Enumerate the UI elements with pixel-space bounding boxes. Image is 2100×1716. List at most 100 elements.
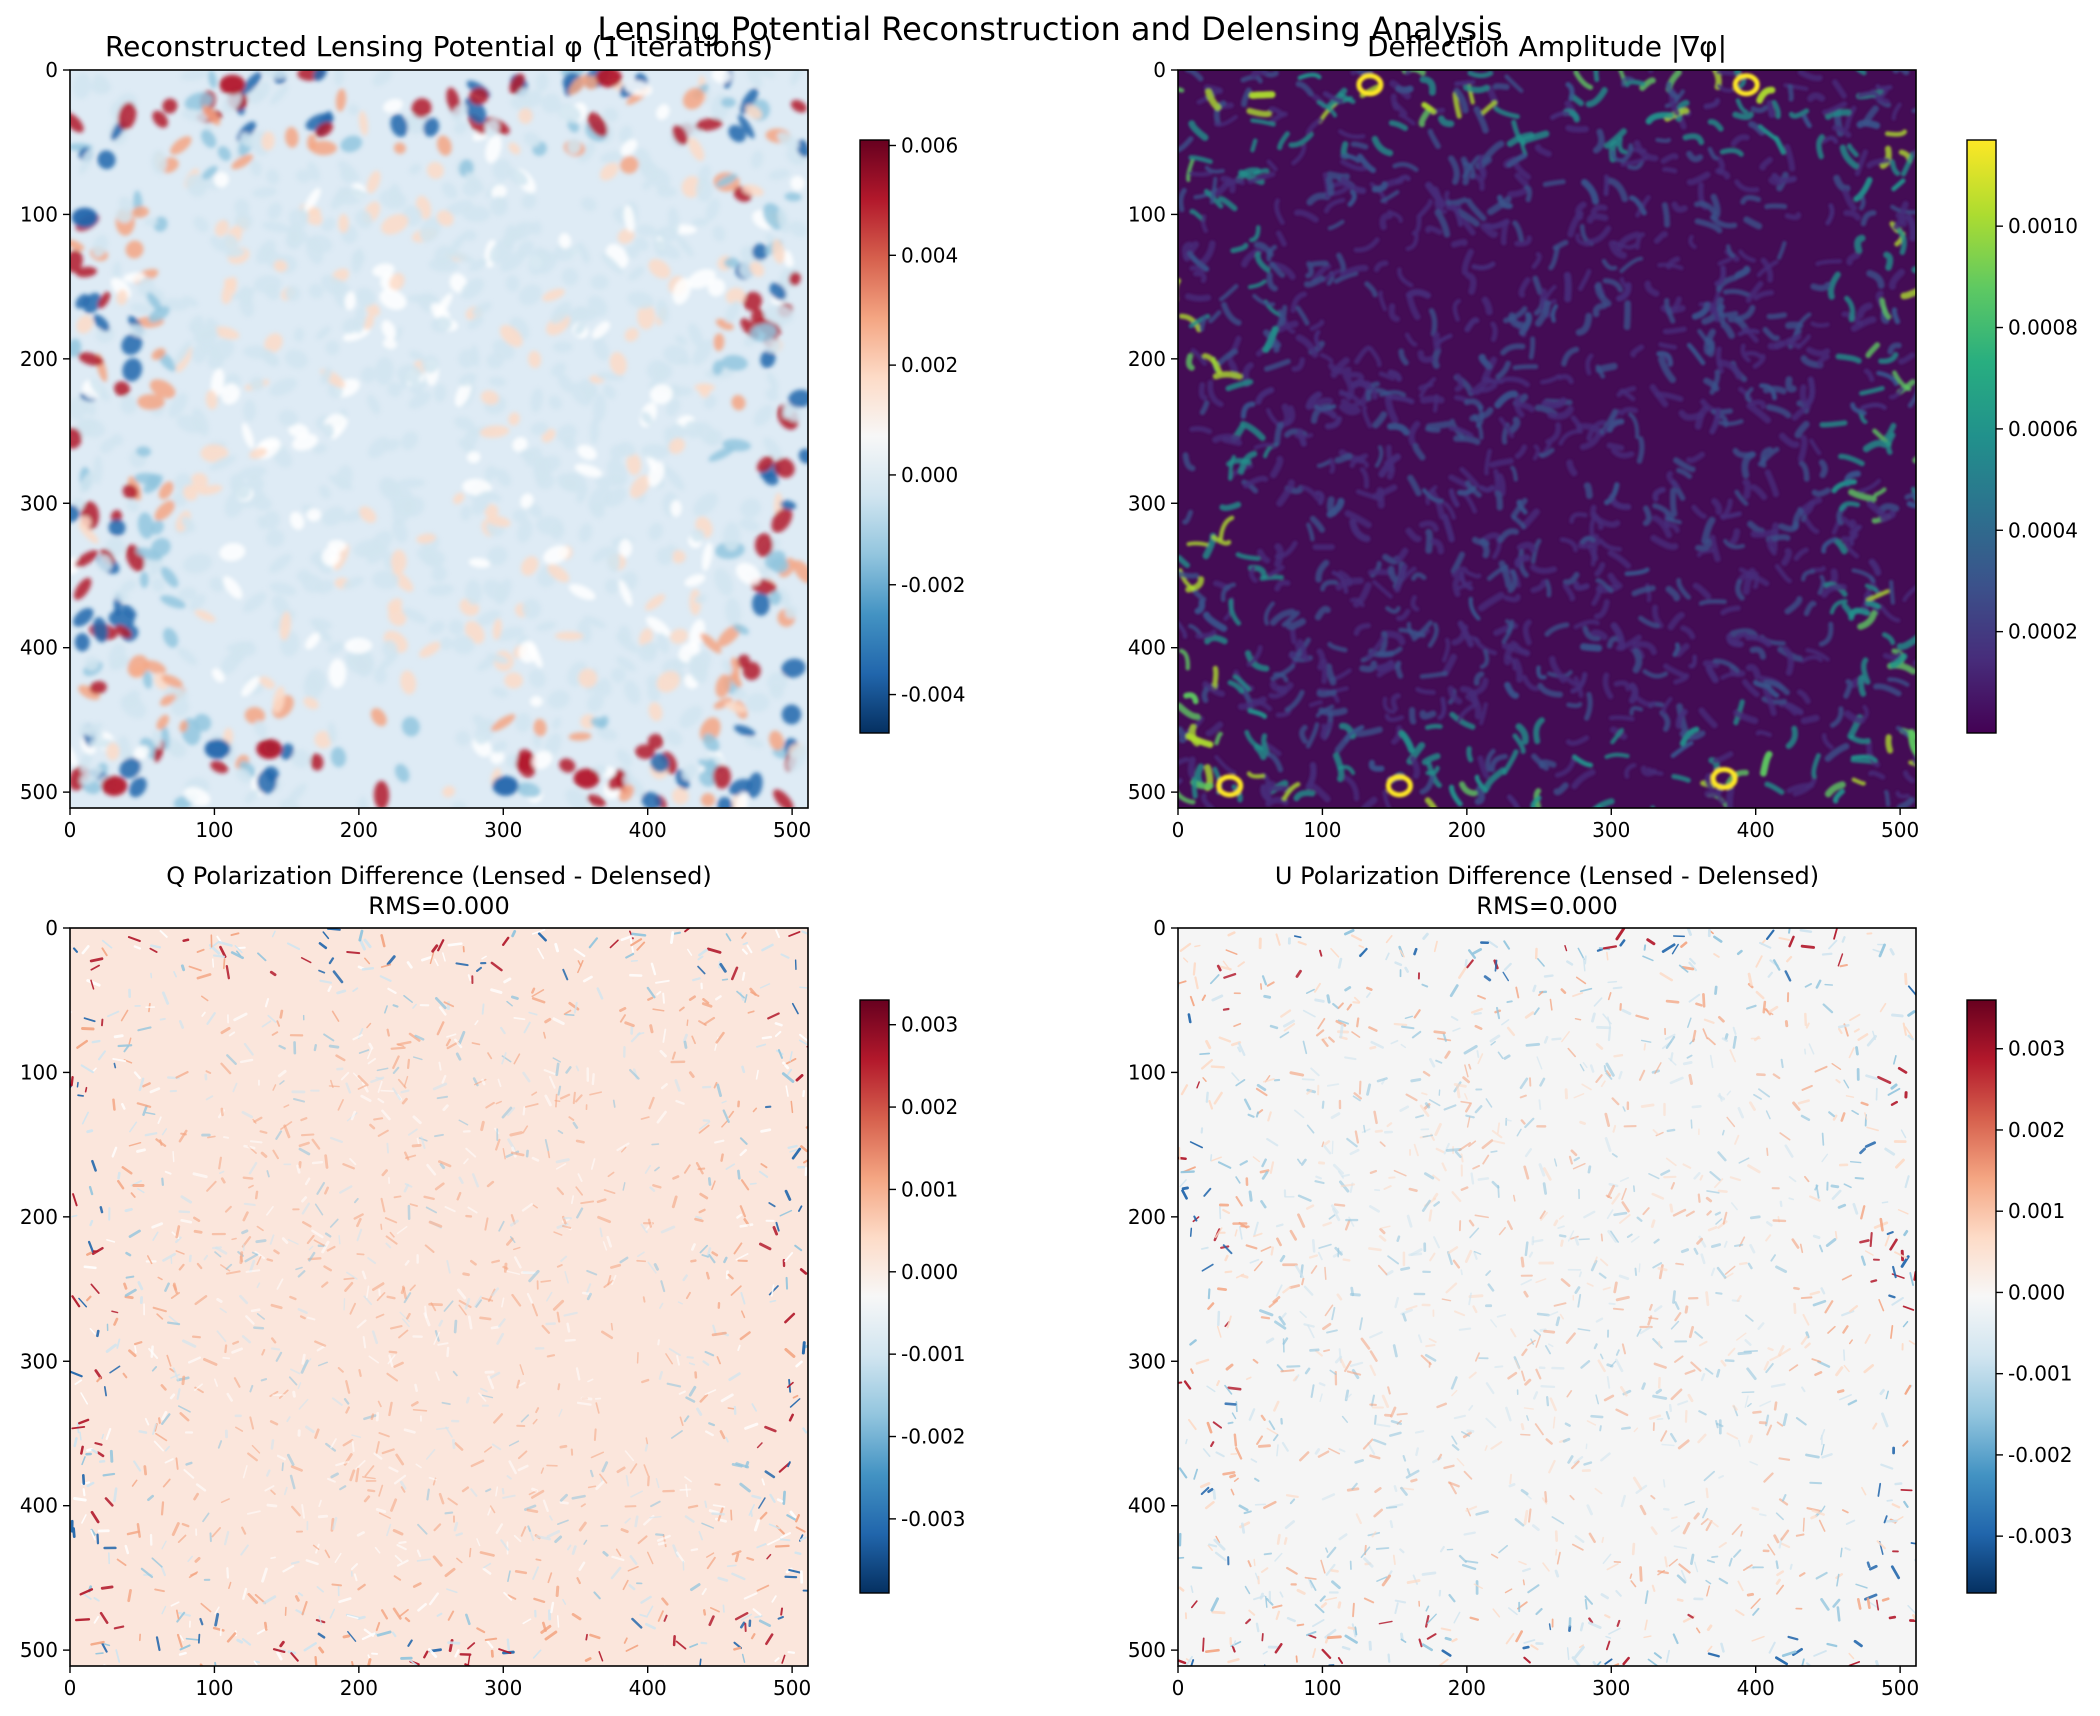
colorbar-frame (859, 139, 890, 734)
colorbar-tick-label: 0.002 (901, 1095, 958, 1119)
panels-group: Reconstructed Lensing Potential φ (1 ite… (20, 30, 2078, 1700)
colorbar-tick-label: -0.002 (901, 1425, 965, 1449)
x-tick-label: 400 (629, 818, 667, 842)
colorbar-tick-label: 0.001 (901, 1177, 958, 1201)
x-tick-label: 500 (1881, 1676, 1919, 1700)
colorbar-tick-label: 0.003 (2008, 1037, 2065, 1061)
panel-title: U Polarization Difference (Lensed - Dele… (1275, 862, 1819, 890)
y-tick-label: 500 (20, 1638, 58, 1662)
y-tick-label: 200 (20, 1205, 58, 1229)
colorbar-tick-label: 0.0008 (2008, 316, 2078, 340)
x-tick-label: 200 (340, 818, 378, 842)
colorbar (1967, 140, 1996, 733)
x-tick-label: 0 (1172, 818, 1185, 842)
colorbar (1967, 1000, 1996, 1593)
colorbar-tick-label: -0.001 (901, 1342, 965, 1366)
x-tick-label: 500 (773, 818, 811, 842)
panel-title: Deflection Amplitude |∇φ| (1367, 30, 1727, 63)
colorbar-tick-label: -0.002 (2008, 1443, 2072, 1467)
colorbar-tick-label: 0.000 (901, 1260, 958, 1284)
colorbar-tick-label: 0.004 (901, 243, 958, 267)
heatmap-texture (1178, 928, 1916, 1666)
panel-subtitle: RMS=0.000 (368, 892, 509, 920)
x-tick-label: 0 (64, 1676, 77, 1700)
y-tick-label: 200 (1128, 1205, 1166, 1229)
y-tick-label: 100 (20, 1060, 58, 1084)
colorbar-frame (1966, 139, 1997, 734)
panel-2: Deflection Amplitude |∇φ| 0 100 200 300 400 50… (1128, 30, 2078, 842)
y-tick-label: 300 (1128, 1349, 1166, 1373)
x-tick-label: 200 (340, 1676, 378, 1700)
colorbar-tick-label: 0.0010 (2008, 214, 2078, 238)
y-tick-label: 0 (45, 58, 58, 82)
y-tick-label: 500 (1128, 1638, 1166, 1662)
x-tick-label: 300 (1592, 818, 1630, 842)
x-tick-label: 200 (1448, 1676, 1486, 1700)
x-tick-label: 200 (1448, 818, 1486, 842)
y-tick-label: 500 (20, 780, 58, 804)
y-tick-label: 0 (1153, 58, 1166, 82)
y-tick-label: 300 (20, 491, 58, 515)
x-tick-label: 100 (1303, 1676, 1341, 1700)
y-tick-label: 400 (1128, 636, 1166, 660)
colorbar-tick-label: -0.002 (901, 573, 965, 597)
figure-suptitle: Lensing Potential Reconstruction and Del… (597, 10, 1502, 48)
panel-subtitle: RMS=0.000 (1476, 892, 1617, 920)
x-tick-label: 300 (484, 1676, 522, 1700)
colorbar-tick-label: -0.003 (2008, 1524, 2072, 1548)
axes-frame (69, 927, 809, 1667)
colorbar-frame (859, 999, 890, 1594)
axes-frame (1177, 927, 1917, 1667)
panel-4: U Polarization Difference (Lensed - Dele… (1128, 862, 2073, 1700)
x-tick-label: 0 (1172, 1676, 1185, 1700)
colorbar (860, 1000, 889, 1593)
y-tick-label: 500 (1128, 780, 1166, 804)
x-tick-label: 500 (773, 1676, 811, 1700)
panel-title: Reconstructed Lensing Potential φ (1 ite… (105, 30, 773, 63)
colorbar-tick-label: -0.001 (2008, 1362, 2072, 1386)
y-tick-label: 400 (20, 636, 58, 660)
y-tick-label: 0 (1153, 916, 1166, 940)
x-tick-label: 400 (1737, 1676, 1775, 1700)
axes-frame (1177, 69, 1917, 809)
x-tick-label: 100 (195, 818, 233, 842)
x-tick-label: 400 (629, 1676, 667, 1700)
colorbar-tick-label: 0.002 (901, 353, 958, 377)
y-tick-label: 100 (1128, 1060, 1166, 1084)
y-tick-label: 0 (45, 916, 58, 940)
x-tick-label: 100 (1303, 818, 1341, 842)
colorbar-tick-label: 0.002 (2008, 1118, 2065, 1142)
y-tick-label: 100 (20, 202, 58, 226)
panel-1: Reconstructed Lensing Potential φ (1 ite… (20, 30, 966, 842)
axes-frame (69, 69, 809, 809)
colorbar-tick-label: 0.000 (901, 463, 958, 487)
colorbar-tick-label: 0.001 (2008, 1199, 2065, 1223)
x-tick-label: 300 (1592, 1676, 1630, 1700)
heatmap-texture (70, 70, 808, 808)
colorbar-tick-label: 0.0004 (2008, 518, 2078, 542)
colorbar-tick-label: 0.0002 (2008, 620, 2078, 644)
y-tick-label: 200 (1128, 347, 1166, 371)
colorbar (860, 140, 889, 733)
heatmap-texture (70, 928, 808, 1666)
x-tick-label: 400 (1737, 818, 1775, 842)
colorbar-tick-label: 0.0006 (2008, 417, 2078, 441)
colorbar-frame (1966, 999, 1997, 1594)
y-tick-label: 300 (20, 1349, 58, 1373)
y-tick-label: 300 (1128, 491, 1166, 515)
x-tick-label: 300 (484, 818, 522, 842)
heatmap-background (1178, 928, 1916, 1666)
panel-3: Q Polarization Difference (Lensed - Dele… (20, 862, 966, 1700)
colorbar-tick-label: 0.003 (901, 1013, 958, 1037)
y-tick-label: 400 (20, 1494, 58, 1518)
panel-title: Q Polarization Difference (Lensed - Dele… (166, 862, 711, 890)
y-tick-label: 200 (20, 347, 58, 371)
colorbar-tick-label: 0.006 (901, 133, 958, 157)
colorbar-tick-label: 0.000 (2008, 1280, 2065, 1304)
y-tick-label: 400 (1128, 1494, 1166, 1518)
x-tick-label: 100 (195, 1676, 233, 1700)
colorbar-tick-label: -0.004 (901, 683, 965, 707)
y-tick-label: 100 (1128, 202, 1166, 226)
x-tick-label: 500 (1881, 818, 1919, 842)
